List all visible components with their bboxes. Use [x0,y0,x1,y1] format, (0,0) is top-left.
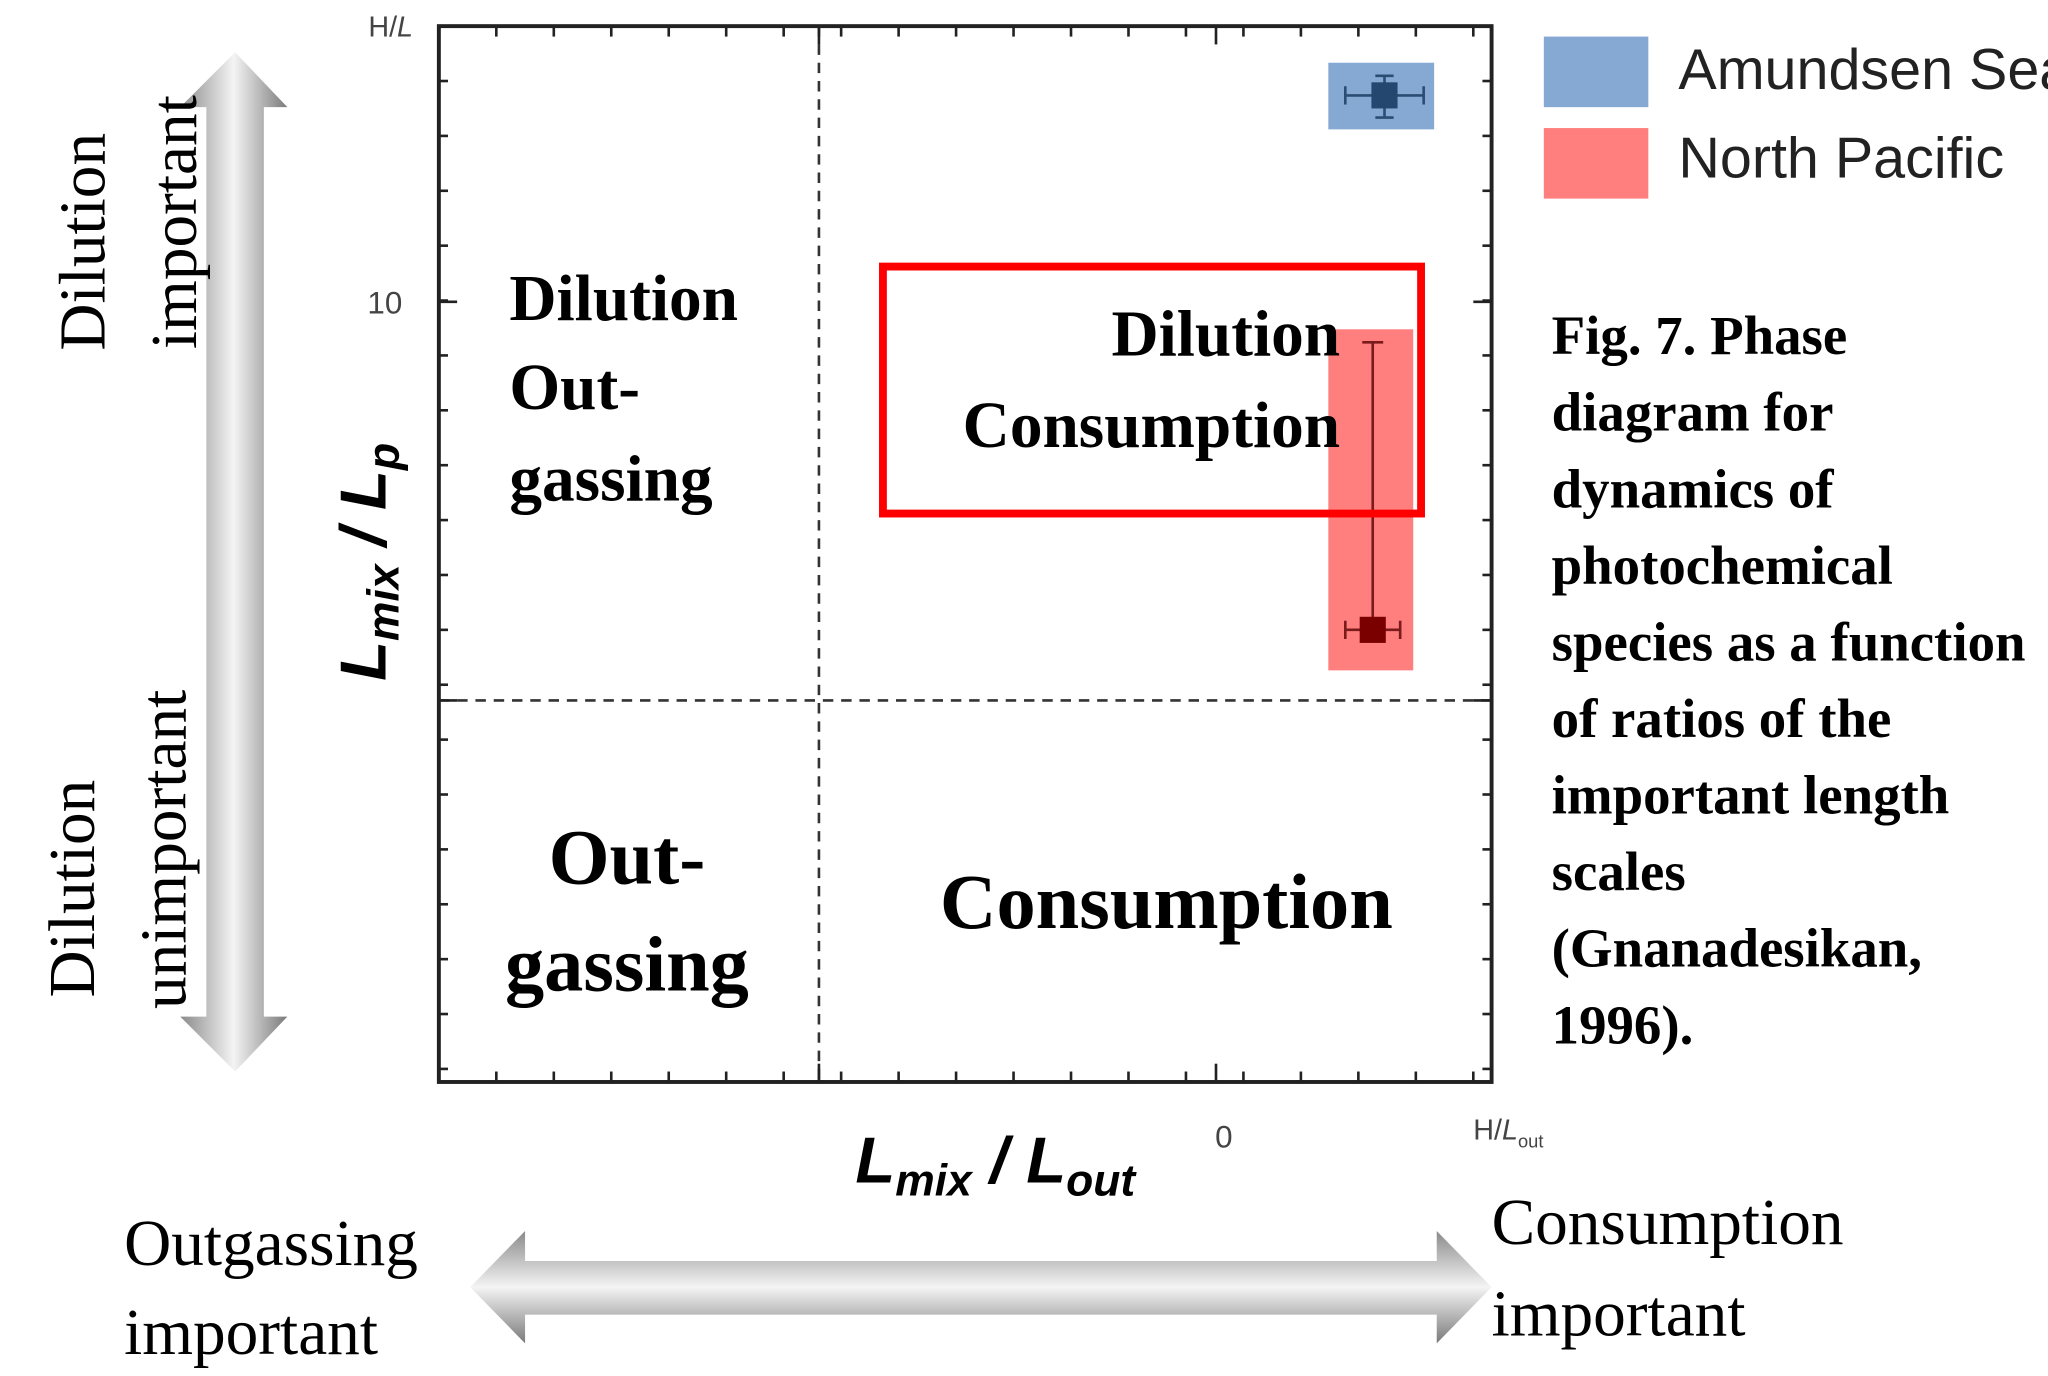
text-part: L [1026,1124,1066,1197]
y-axis-title: Lmix / Lp [326,443,408,681]
plot-frame [436,24,1494,1084]
side-label: Consumption [1492,1187,1844,1259]
side-label: unimportant [128,690,200,1009]
caption-line: species as a function [1552,611,2026,672]
text-part: / [326,510,399,564]
horizontal-arrow [470,1230,1492,1344]
quadrant-label: gassing [509,443,713,515]
text-part: L [326,470,399,510]
text-part: out [1066,1157,1137,1206]
pacific-marker [1359,616,1386,643]
quadrant-label: Out- [509,352,640,424]
ticks [438,24,1492,1082]
text-part: H/ [368,12,397,44]
text-part: L [855,1124,895,1197]
legend-label: North Pacific [1678,127,2004,191]
x-end-label: H/Lout [1473,1114,1543,1151]
vertical-arrow [180,52,288,1072]
text-part: mix [359,562,408,641]
text-part: L [1502,1114,1518,1146]
caption-line: diagram for [1552,382,1834,443]
x-tick-label: 0 [1215,1119,1232,1154]
text-part: mix [895,1157,974,1206]
side-label: important [1492,1278,1746,1350]
caption-line: Fig. 7. Phase [1552,305,1848,366]
side-label: Dilution [37,780,109,998]
quadrant-label: Dilution [509,263,738,335]
text-part: out [1518,1130,1543,1151]
quadrant-label: Dilution [1111,298,1340,370]
text-part: H/ [1473,1114,1502,1146]
x-axis-title: Lmix / Lout [855,1124,1137,1206]
text-part: L [326,641,399,681]
amundsen-marker [1371,82,1398,109]
side-label: important [124,1297,378,1369]
quadrant-label: gassing [505,920,749,1007]
caption-line: dynamics of [1552,458,1835,519]
pacific-errorbar [1344,341,1402,639]
text-part: / [972,1124,1026,1197]
legend-swatch [1543,128,1649,199]
caption-line: of ratios of the [1552,688,1892,749]
legend-label: Amundsen Sea [1678,38,2048,102]
caption-line: 1996). [1552,994,1694,1055]
text-part: L [397,12,413,44]
caption-line: photochemical [1552,535,1893,596]
quadrant-label: Consumption [940,858,1393,945]
pacific-range [1328,329,1414,671]
amundsen-errorbar [1344,74,1425,119]
side-label: Dilution [48,133,120,351]
text-part: p [359,443,408,471]
caption-line: scales [1552,841,1686,902]
legend-swatch [1543,36,1649,108]
side-label: Outgassing [124,1208,418,1280]
caption-line: important length [1552,765,1950,826]
caption-line: (Gnanadesikan, [1552,918,1922,979]
quadrant-label: Out- [549,813,706,900]
y-tick-label: 10 [367,286,402,321]
quadrant-label: Consumption [963,390,1340,462]
y-end-label: H/L [368,12,413,44]
side-label: important [139,95,211,349]
highlight-box [879,262,1425,518]
